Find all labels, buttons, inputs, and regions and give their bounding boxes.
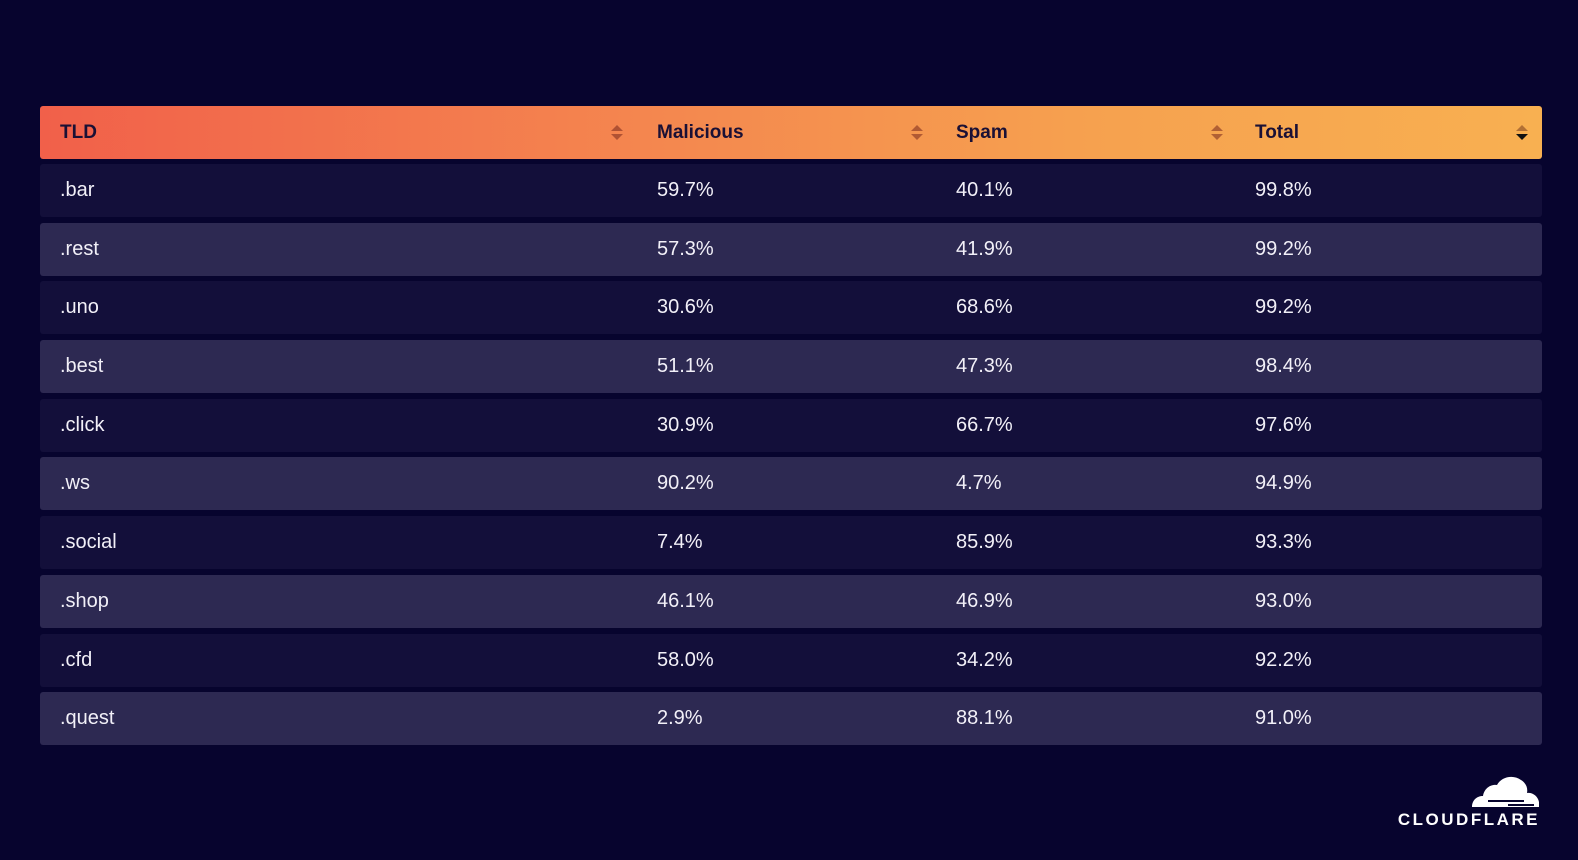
column-header-label: Spam xyxy=(956,121,1008,143)
cell-malicious: 2.9% xyxy=(657,707,703,730)
table-row: .click 30.9% 66.7% 97.6% xyxy=(40,398,1542,452)
cell-spam: 4.7% xyxy=(956,472,1002,495)
cell-malicious: 7.4% xyxy=(657,531,703,554)
table-row: .bar 59.7% 40.1% 99.8% xyxy=(40,164,1542,217)
cloudflare-logo: CLOUDFLARE xyxy=(1398,774,1540,830)
column-header-malicious[interactable]: Malicious xyxy=(637,106,937,159)
sort-icon[interactable] xyxy=(1211,125,1223,140)
table-row: .uno 30.6% 68.6% 99.2% xyxy=(40,281,1542,335)
table-row: .social 7.4% 85.9% 93.3% xyxy=(40,516,1542,570)
logo-text: CLOUDFLARE xyxy=(1397,810,1540,829)
table-row: .ws 90.2% 4.7% 94.9% xyxy=(40,457,1542,511)
cell-spam: 47.3% xyxy=(956,355,1013,378)
cell-spam: 40.1% xyxy=(956,179,1013,201)
column-header-label: Malicious xyxy=(657,121,744,143)
table-row: .rest 57.3% 41.9% 99.2% xyxy=(40,222,1542,276)
column-header-spam[interactable]: Spam xyxy=(937,106,1237,159)
cell-tld: .quest xyxy=(60,707,115,730)
cell-malicious: 30.6% xyxy=(657,296,714,319)
table-row: .best 51.1% 47.3% 98.4% xyxy=(40,340,1542,394)
table-row: .cfd 58.0% 34.2% 92.2% xyxy=(40,633,1542,687)
cell-total: 92.2% xyxy=(1255,648,1312,671)
cell-total: 91.0% xyxy=(1255,707,1312,730)
cloud-icon xyxy=(1472,776,1539,807)
cell-total: 93.3% xyxy=(1255,531,1312,554)
column-header-tld[interactable]: TLD xyxy=(40,106,637,159)
column-header-total[interactable]: Total xyxy=(1237,106,1542,159)
cell-total: 93.0% xyxy=(1255,589,1312,612)
cell-tld: .shop xyxy=(60,589,109,612)
cell-malicious: 51.1% xyxy=(657,355,714,378)
cell-spam: 34.2% xyxy=(956,648,1013,671)
cell-tld: .cfd xyxy=(60,648,93,671)
table-body: .bar 59.7% 40.1% 99.8% .rest 57.3% 41.9% 99.2%.… xyxy=(40,164,1542,746)
cell-total: 99.8% xyxy=(1255,179,1312,201)
sort-icon[interactable] xyxy=(611,125,623,140)
cell-tld: .bar xyxy=(60,179,95,201)
cell-malicious: 30.9% xyxy=(657,413,714,436)
column-header-label: TLD xyxy=(60,121,97,143)
cell-total: 94.9% xyxy=(1255,472,1312,495)
cell-tld: .social xyxy=(60,531,117,554)
cell-malicious: 57.3% xyxy=(657,237,714,260)
cell-malicious: 59.7% xyxy=(657,179,714,201)
column-header-label: Total xyxy=(1255,121,1299,143)
cell-tld: .best xyxy=(60,355,104,378)
cell-total: 98.4% xyxy=(1255,355,1312,378)
cell-spam: 66.7% xyxy=(956,413,1013,436)
cell-malicious: 46.1% xyxy=(657,589,714,612)
sort-icon[interactable] xyxy=(911,125,923,140)
cell-tld: .uno xyxy=(60,296,99,319)
cell-tld: .click xyxy=(60,413,105,436)
cell-spam: 88.1% xyxy=(956,707,1013,730)
cell-spam: 85.9% xyxy=(956,531,1013,554)
cell-spam: 41.9% xyxy=(956,237,1013,260)
tld-table: TLD Malicious Spam Total .bar 59.7% 40.1% 9… xyxy=(40,106,1542,751)
cell-total: 99.2% xyxy=(1255,237,1312,260)
cell-tld: .rest xyxy=(60,237,99,260)
sort-descending-icon[interactable] xyxy=(1516,125,1528,140)
cell-tld: .ws xyxy=(60,472,90,495)
cell-spam: 46.9% xyxy=(956,589,1013,612)
cell-malicious: 58.0% xyxy=(657,648,714,671)
table-header: TLD Malicious Spam Total xyxy=(40,106,1542,159)
table-row: .shop 46.1% 46.9% 93.0% xyxy=(40,574,1542,628)
cell-total: 99.2% xyxy=(1255,296,1312,319)
cell-malicious: 90.2% xyxy=(657,472,714,495)
cell-spam: 68.6% xyxy=(956,296,1013,319)
table-row: .quest 2.9% 88.1% 91.0% xyxy=(40,692,1542,746)
cell-total: 97.6% xyxy=(1255,413,1312,436)
